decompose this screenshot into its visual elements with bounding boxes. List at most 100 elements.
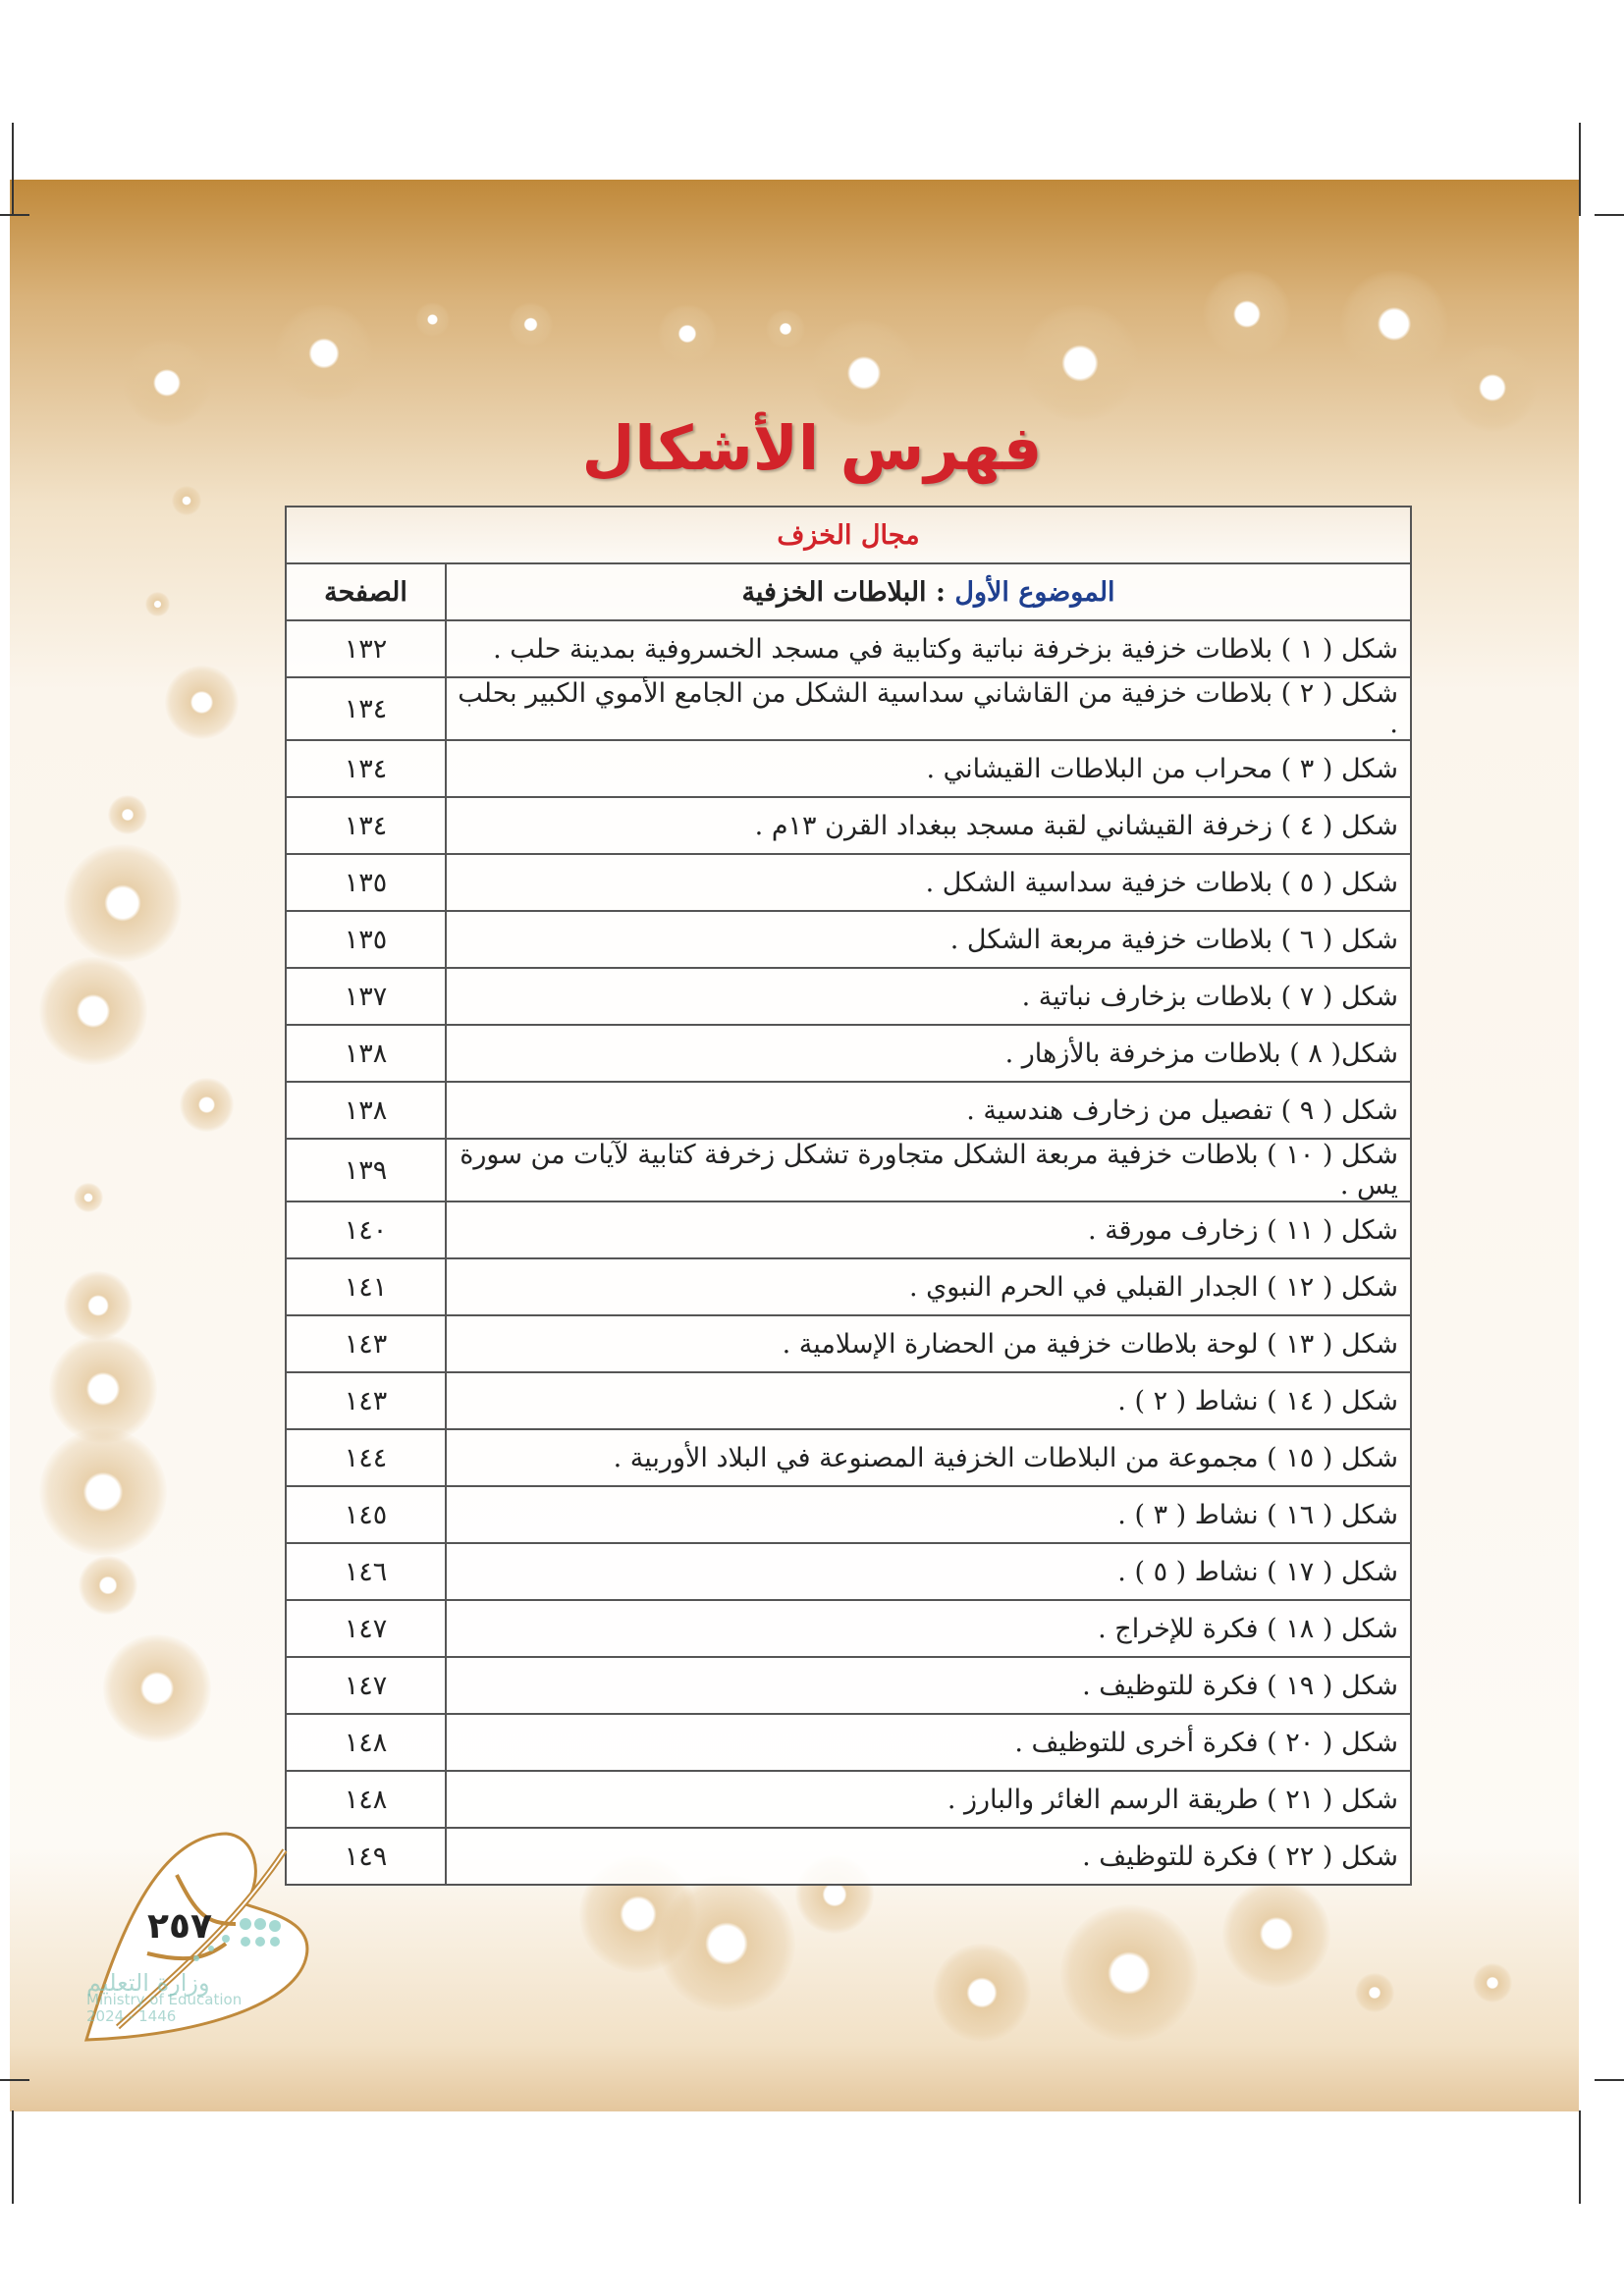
- figures-index-table: مجال الخزف الموضوع الأول : البلاطات الخز…: [285, 506, 1412, 1886]
- rosette-ornament: [1203, 270, 1291, 358]
- crop-mark: [0, 2079, 29, 2081]
- rosette-ornament: [1060, 1904, 1198, 2042]
- figure-page: ١٤٨: [285, 1713, 447, 1772]
- figure-description: شكل( ٨ ) بلاطات مزخرفة بالأزهار .: [445, 1024, 1412, 1083]
- rosette-ornament: [810, 319, 918, 427]
- figure-page: ١٤٣: [285, 1314, 447, 1373]
- rosette-ornament: [108, 795, 147, 834]
- ministry-watermark: وزارة التعليم Ministry of Education 2024…: [86, 1969, 243, 2025]
- table-row: شكل( ٨ ) بلاطات مزخرفة بالأزهار . ١٣٨: [285, 1024, 1412, 1083]
- page-column-header: الصفحة: [285, 562, 447, 621]
- figure-page: ١٣٤: [285, 739, 447, 798]
- figure-page: ١٣٢: [285, 619, 447, 678]
- figure-description: شكل ( ٩ ) تفصيل من زخارف هندسية .: [445, 1081, 1412, 1140]
- page-number: ٢٥٧: [147, 1906, 212, 1947]
- section-title: مجال الخزف: [285, 506, 1412, 564]
- topic-label: الموضوع الأول: [954, 576, 1115, 608]
- rosette-ornament: [658, 1875, 795, 2012]
- rosette-ornament: [39, 957, 147, 1065]
- figure-description: شكل ( ٣ ) محراب من البلاطات القيشاني .: [445, 739, 1412, 798]
- table-row: شكل ( ١ ) بلاطات خزفية بزخرفة نباتية وكت…: [285, 619, 1412, 678]
- rosette-ornament: [74, 1183, 103, 1212]
- rosette-ornament: [39, 1428, 167, 1556]
- figure-page: ١٣٤: [285, 796, 447, 855]
- rosette-ornament: [1473, 1963, 1512, 2002]
- table-row: شكل ( ٧ ) بلاطات بزخارف نباتية . ١٣٧: [285, 967, 1412, 1026]
- rosette-ornament: [64, 844, 182, 962]
- figure-page: ١٣٥: [285, 853, 447, 912]
- page-title: فهرس الأشكال: [581, 412, 1043, 484]
- table-row: شكل ( ٣ ) محراب من البلاطات القيشاني . ١٣…: [285, 739, 1412, 798]
- table-row: شكل ( ٤ ) زخرفة القيشاني لقبة مسجد ببغدا…: [285, 796, 1412, 855]
- table-row: شكل ( ١٠ ) بلاطات خزفية مربعة الشكل متجا…: [285, 1138, 1412, 1202]
- table-row: شكل ( ٢١ ) طريقة الرسم الغائر والبارز .١…: [285, 1770, 1412, 1829]
- rosette-ornament: [933, 1944, 1031, 2042]
- crop-mark: [1595, 214, 1624, 216]
- figure-page: ١٤٤: [285, 1428, 447, 1487]
- figure-description: شكل ( ٤ ) زخرفة القيشاني لقبة مسجد ببغدا…: [445, 796, 1412, 855]
- rosette-ornament: [414, 301, 450, 337]
- rosette-ornament: [766, 309, 805, 348]
- table-row: شكل ( ٥ ) بلاطات خزفية سداسية الشكل . ١٣٥: [285, 853, 1412, 912]
- rosette-ornament: [123, 339, 211, 427]
- rosette-ornament: [79, 1556, 137, 1615]
- rosette-ornament: [49, 1335, 157, 1443]
- rosette-ornament: [275, 304, 373, 402]
- figure-page: ١٤٣: [285, 1371, 447, 1430]
- rosette-ornament: [1222, 1880, 1330, 1988]
- table-row: شكل ( ١٢ ) الجدار القبلي في الحرم النبوي…: [285, 1257, 1412, 1316]
- figure-page: ١٣٨: [285, 1024, 447, 1083]
- rosette-ornament: [164, 665, 239, 739]
- figure-description: شكل ( ١٢ ) الجدار القبلي في الحرم النبوي…: [445, 1257, 1412, 1316]
- crop-mark: [1595, 2079, 1624, 2081]
- table-row: شكل ( ٦ ) بلاطات خزفية مربعة الشكل . ١٣٥: [285, 910, 1412, 969]
- figure-description: شكل ( ٢١ ) طريقة الرسم الغائر والبارز .: [445, 1770, 1412, 1829]
- figure-page: ١٤٩: [285, 1827, 447, 1886]
- table-row: شكل ( ٩ ) تفصيل من زخارف هندسية . ١٣٨: [285, 1081, 1412, 1140]
- figure-description: شكل ( ١١ ) زخارف مورقة .: [445, 1201, 1412, 1259]
- watermark-ar: وزارة التعليم: [86, 1969, 210, 1997]
- table-row: شكل ( ١٣ ) لوحة بلاطات خزفية من الحضارة …: [285, 1314, 1412, 1373]
- figure-description: شكل ( ١ ) بلاطات خزفية بزخرفة نباتية وكت…: [445, 619, 1412, 678]
- figure-description: شكل ( ٢ ) بلاطات خزفية من القاشاني سداسي…: [445, 676, 1412, 741]
- table-row: شكل ( ١٧ ) نشاط ( ٥ ) . ١٤٦: [285, 1542, 1412, 1601]
- figure-page: ١٤٧: [285, 1599, 447, 1658]
- table-row: شكل ( ١٩ ) فكرة للتوظيف . ١٤٧: [285, 1656, 1412, 1715]
- figure-description: شكل ( ١٩ ) فكرة للتوظيف .: [445, 1656, 1412, 1715]
- rosette-ornament: [1021, 304, 1139, 422]
- rosette-ornament: [144, 591, 170, 616]
- figure-page: ١٣٥: [285, 910, 447, 969]
- rosette-ornament: [1340, 270, 1448, 378]
- figure-description: شكل ( ١٥ ) مجموعة من البلاطات الخزفية ال…: [445, 1428, 1412, 1487]
- figure-description: شكل ( ١٠ ) بلاطات خزفية مربعة الشكل متجا…: [445, 1138, 1412, 1202]
- table-row: شكل ( ١١ ) زخارف مورقة . ١٤٠: [285, 1201, 1412, 1259]
- watermark-years: 2024 - 1446: [86, 2007, 177, 2025]
- figure-description: شكل ( ١٨ ) فكرة للإخراج .: [445, 1599, 1412, 1658]
- table-row: شكل ( ١٨ ) فكرة للإخراج . ١٤٧: [285, 1599, 1412, 1658]
- figure-description: شكل ( ١٣ ) لوحة بلاطات خزفية من الحضارة …: [445, 1314, 1412, 1373]
- table-row: شكل ( ٢٠ ) فكرة أخرى للتوظيف . ١٤٨: [285, 1713, 1412, 1772]
- crop-mark: [0, 214, 29, 216]
- rosette-ornament: [179, 1077, 234, 1132]
- rosette-ornament: [172, 486, 201, 515]
- figure-description: شكل ( ١٤ ) نشاط ( ٢ ) .: [445, 1371, 1412, 1430]
- leaf-icon: [83, 1832, 309, 2042]
- figure-page: ١٤١: [285, 1257, 447, 1316]
- figure-page: ١٣٨: [285, 1081, 447, 1140]
- table-row: شكل ( ٢٢ ) فكرة للتوظيف . ١٤٩: [285, 1827, 1412, 1886]
- rosette-ornament: [1448, 344, 1537, 432]
- rosette-ornament: [64, 1271, 133, 1340]
- topic-name: : البلاطات الخزفية: [741, 576, 946, 608]
- figure-description: شكل ( ٦ ) بلاطات خزفية مربعة الشكل .: [445, 910, 1412, 969]
- figure-description: شكل ( ٢٠ ) فكرة أخرى للتوظيف .: [445, 1713, 1412, 1772]
- rosette-ornament: [508, 301, 553, 347]
- rosette-ornament: [103, 1634, 211, 1742]
- table-row: شكل ( ٢ ) بلاطات خزفية من القاشاني سداسي…: [285, 676, 1412, 741]
- figure-page: ١٣٧: [285, 967, 447, 1026]
- watermark-en: Ministry of Education: [86, 1991, 243, 2008]
- crop-mark: [12, 123, 14, 216]
- figure-description: شكل ( ٢٢ ) فكرة للتوظيف .: [445, 1827, 1412, 1886]
- crop-mark: [1579, 123, 1581, 216]
- figure-description: شكل ( ١٧ ) نشاط ( ٥ ) .: [445, 1542, 1412, 1601]
- rosette-ornament: [1355, 1973, 1394, 2012]
